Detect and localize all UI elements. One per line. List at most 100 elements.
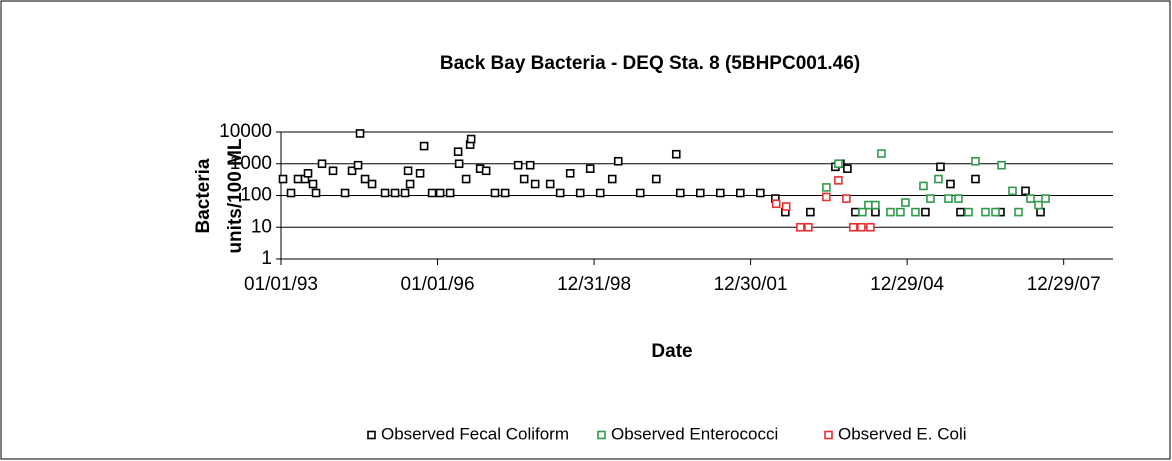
data-point — [756, 188, 765, 198]
data-point — [864, 200, 873, 210]
data-point — [871, 200, 880, 210]
data-point — [513, 160, 523, 170]
data-point — [360, 174, 370, 184]
data-point — [415, 169, 425, 178]
data-point — [822, 183, 831, 192]
data-point — [964, 207, 973, 217]
data-point — [971, 156, 980, 166]
data-point — [303, 169, 313, 178]
y-tick-label: 10000 — [219, 121, 272, 142]
data-point — [695, 188, 705, 198]
data-point — [380, 188, 390, 198]
x-tick-label: 12/29/04 — [870, 274, 944, 295]
data-point — [355, 129, 365, 138]
x-tick-label: 01/01/93 — [244, 274, 318, 295]
legend-marker — [824, 430, 833, 440]
data-point — [293, 174, 303, 184]
data-point — [461, 174, 471, 184]
data-point — [545, 179, 555, 189]
data-point — [311, 188, 321, 198]
data-point — [367, 179, 377, 189]
data-point — [834, 159, 843, 169]
data-point — [651, 174, 661, 184]
data-point — [1021, 186, 1030, 196]
data-point — [1008, 186, 1017, 196]
data-point — [347, 166, 357, 176]
data-point — [530, 179, 540, 189]
x-axis-label: Date — [651, 341, 692, 362]
y-tick-label: 1 — [261, 248, 272, 269]
legend-label: Observed Enterococci — [611, 424, 778, 443]
x-tick-label: 01/01/96 — [401, 274, 475, 295]
data-point — [403, 166, 413, 176]
y-tick-label: 1000 — [230, 153, 272, 174]
data-point — [858, 207, 867, 217]
data-point — [675, 188, 685, 198]
data-point — [736, 188, 745, 198]
data-point — [971, 174, 980, 184]
data-point — [405, 179, 415, 189]
data-point — [400, 188, 410, 198]
y-tick-label: 10 — [251, 216, 272, 237]
data-point — [595, 188, 605, 198]
data-point — [453, 147, 463, 156]
data-point — [804, 222, 813, 232]
legend-label: Observed Fecal Coliform — [381, 424, 569, 443]
data-point — [500, 188, 510, 198]
data-point — [613, 156, 623, 166]
legend-label: Observed E. Coli — [838, 424, 967, 443]
data-point — [866, 222, 875, 232]
data-point — [607, 174, 617, 184]
data-point — [278, 174, 288, 184]
data-point — [585, 164, 595, 173]
data-point — [1041, 194, 1050, 203]
legend-marker — [367, 430, 376, 440]
data-point — [936, 162, 945, 172]
y-tick-label: 100 — [240, 185, 272, 206]
data-point — [886, 207, 895, 217]
x-tick-label: 12/30/01 — [714, 274, 788, 295]
data-point — [565, 169, 575, 178]
data-point — [1034, 200, 1043, 210]
data-point — [944, 194, 953, 203]
chart-title: Back Bay Bacteria - DEQ Sta. 8 (5BHPC001… — [440, 53, 860, 74]
data-point — [716, 188, 725, 198]
data-point — [490, 188, 500, 198]
data-point — [796, 222, 805, 232]
data-point — [635, 188, 645, 198]
data-point — [851, 207, 860, 217]
data-point — [877, 149, 886, 158]
data-point — [390, 188, 400, 198]
data-point — [445, 188, 455, 198]
data-point — [954, 194, 963, 203]
data-point — [806, 207, 815, 217]
data-point — [822, 192, 831, 202]
data-point — [1026, 194, 1035, 203]
data-point — [991, 207, 1000, 217]
data-point — [843, 164, 852, 173]
data-point — [519, 174, 529, 184]
data-point — [353, 160, 363, 170]
data-point — [842, 194, 851, 203]
x-tick-label: 12/31/98 — [557, 274, 631, 295]
data-point — [926, 194, 935, 203]
data-point — [1014, 207, 1023, 217]
data-point — [419, 141, 429, 151]
data-point — [454, 159, 464, 169]
y-axis-label: units/100 ML — [225, 138, 246, 253]
data-point — [871, 207, 880, 217]
data-point — [919, 181, 928, 191]
data-point — [317, 159, 327, 169]
data-point — [435, 188, 445, 198]
data-point — [956, 207, 965, 217]
data-point — [911, 207, 920, 217]
data-point — [771, 199, 781, 209]
data-point — [1036, 207, 1045, 217]
data-point — [946, 179, 955, 189]
data-point — [849, 222, 858, 232]
data-point — [427, 188, 437, 198]
data-point — [934, 174, 943, 184]
data-point — [671, 149, 681, 159]
data-point — [857, 222, 866, 232]
